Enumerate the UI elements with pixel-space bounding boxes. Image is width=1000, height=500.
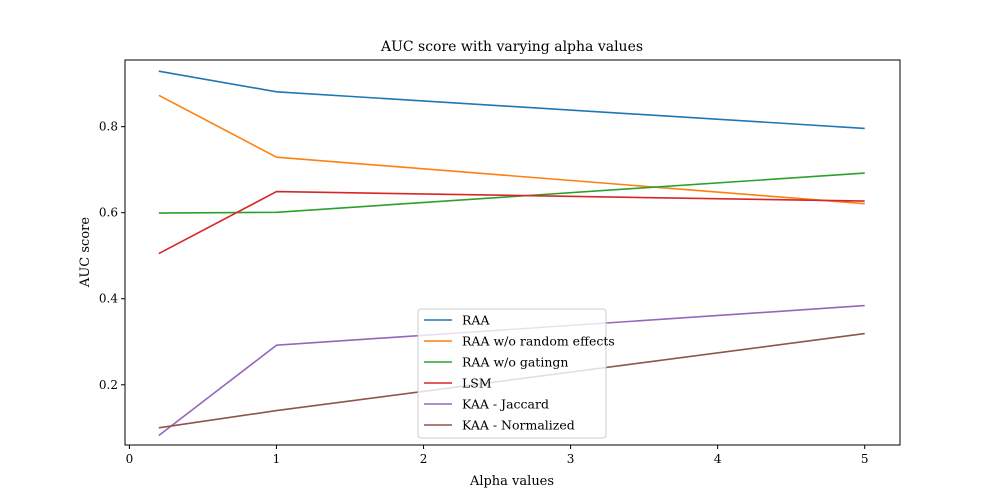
y-axis-label: AUC score [78, 217, 93, 288]
series-line-2 [158, 172, 865, 214]
x-tick-label: 1 [273, 452, 281, 466]
x-axis-ticks: 0 1 2 3 4 5 [126, 445, 869, 466]
x-tick-label: 2 [420, 452, 428, 466]
series-line-5 [158, 332, 865, 429]
y-tick-label: 0.6 [99, 206, 118, 220]
chart-title: AUC score with varying alpha values [380, 39, 643, 55]
series-line-0 [158, 70, 865, 130]
y-tick-label: 0.8 [99, 120, 118, 134]
x-tick-label: 0 [126, 452, 134, 466]
plot-frame [124, 59, 901, 446]
x-tick-label: 4 [714, 452, 722, 466]
y-tick-label: 0.2 [99, 378, 118, 392]
legend-label-1: RAA w/o random effects [462, 334, 615, 349]
x-axis-label: Alpha values [469, 474, 554, 489]
legend-label-0: RAA [462, 313, 490, 328]
legend-label-2: RAA w/o gatingn [462, 355, 568, 370]
x-tick-label: 3 [567, 452, 575, 466]
y-axis-ticks: 0.2 0.4 0.6 0.8 [99, 120, 125, 392]
legend: RAA RAA w/o random effects RAA w/o gatingn… [417, 308, 615, 439]
legend-label-4: KAA - Jaccard [462, 397, 549, 412]
y-tick-label: 0.4 [99, 292, 118, 306]
series-line-4 [158, 304, 865, 437]
series-layer [158, 70, 865, 437]
series-line-3 [158, 190, 865, 255]
x-tick-label: 5 [861, 452, 869, 466]
legend-label-3: LSM [462, 376, 492, 391]
series-line-1 [158, 94, 865, 205]
legend-box [417, 308, 607, 439]
legend-label-5: KAA - Normalized [462, 418, 575, 433]
